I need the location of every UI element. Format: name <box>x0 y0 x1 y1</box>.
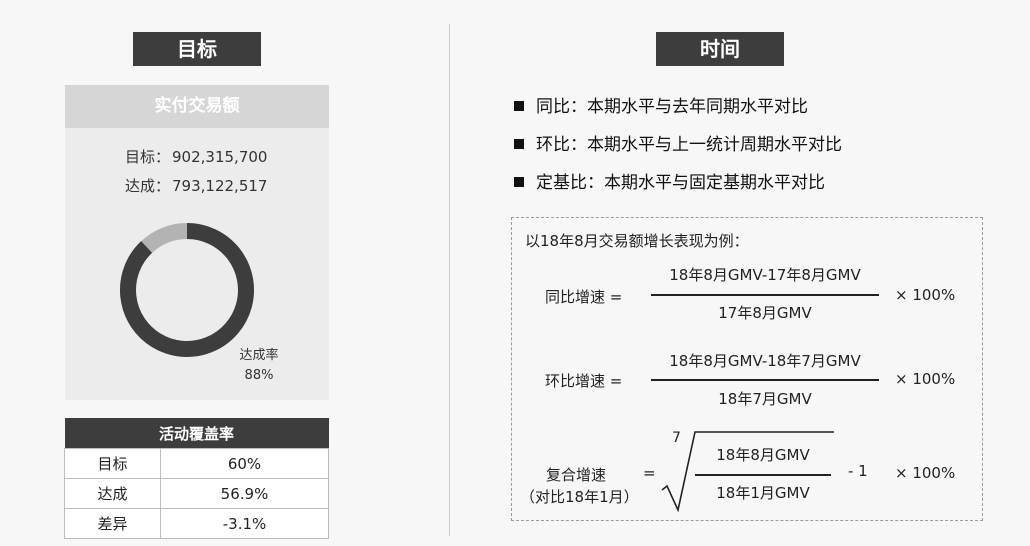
achievement-donut <box>120 223 254 357</box>
rate-label: 达成率 <box>239 348 279 363</box>
coverage-key: 差异 <box>64 508 161 539</box>
mom-fraction-bar <box>651 379 879 381</box>
definition-text: 同比：本期水平与去年同期水平对比 <box>536 97 808 117</box>
formula-example-box: 以18年8月交易额增长表现为例： 同比增速 = 18年8月GMV-17年8月GM… <box>511 217 983 521</box>
definition-text: 定基比：本期水平与固定基期水平对比 <box>536 173 825 193</box>
example-intro: 以18年8月交易额增长表现为例： <box>525 232 749 250</box>
target-label: 目标： <box>125 148 171 166</box>
cagr-multiplier: × 100% <box>895 464 956 482</box>
table-row: 目标 60% <box>64 448 329 479</box>
cagr-numerator: 18年8月GMV <box>716 446 810 464</box>
donut-achieved-arc <box>120 223 254 357</box>
yoy-multiplier: × 100% <box>895 286 956 304</box>
achieved-value: 793,122,517 <box>172 177 268 195</box>
coverage-value: 60% <box>160 448 329 479</box>
bullet-square-icon <box>514 101 524 111</box>
list-item: 环比：本期水平与上一统计周期水平对比 <box>514 126 842 164</box>
bullet-square-icon <box>514 139 524 149</box>
definition-text: 环比：本期水平与上一统计周期水平对比 <box>536 135 842 155</box>
achieved-stat: 达成： 793,122,517 <box>125 175 267 196</box>
table-row: 达成 56.9% <box>64 478 329 509</box>
coverage-value: -3.1% <box>160 508 329 539</box>
definition-list: 同比：本期水平与去年同期水平对比 环比：本期水平与上一统计周期水平对比 定基比：… <box>514 88 842 202</box>
table-row: 差异 -3.1% <box>64 508 329 539</box>
mom-multiplier: × 100% <box>895 370 956 388</box>
root-index: 7 <box>672 430 681 446</box>
gmv-panel: 实付交易额 目标： 902,315,700 达成： 793,122,517 达成率 … <box>65 85 329 400</box>
coverage-key: 目标 <box>64 448 161 479</box>
gmv-panel-title: 实付交易额 <box>65 85 329 128</box>
cagr-minus-one: - 1 <box>848 462 868 480</box>
list-item: 定基比：本期水平与固定基期水平对比 <box>514 164 842 202</box>
coverage-value: 56.9% <box>160 478 329 509</box>
mom-denominator: 18年7月GMV <box>718 390 812 408</box>
target-stat: 目标： 902,315,700 <box>125 146 267 167</box>
coverage-title: 活动覆盖率 <box>64 418 329 449</box>
left-section-title: 目标 <box>133 32 261 66</box>
cagr-label: 复合增速 <box>546 466 607 484</box>
achieved-label: 达成： <box>125 177 171 195</box>
cagr-fraction-bar <box>695 474 831 476</box>
yoy-denominator: 17年8月GMV <box>718 304 812 322</box>
list-item: 同比：本期水平与去年同期水平对比 <box>514 88 842 126</box>
yoy-label: 同比增速 = <box>545 288 623 306</box>
coverage-table: 活动覆盖率 目标 60% 达成 56.9% 差异 -3.1% <box>64 418 329 539</box>
bullet-square-icon <box>514 177 524 187</box>
cagr-denominator: 18年1月GMV <box>716 484 810 502</box>
cagr-equals: = <box>643 464 656 482</box>
section-divider <box>449 24 450 536</box>
coverage-key: 达成 <box>64 478 161 509</box>
right-section-title: 时间 <box>656 32 784 66</box>
mom-label: 环比增速 = <box>545 372 623 390</box>
radical-sign-icon <box>661 431 834 512</box>
rate-value: 88% <box>244 368 274 383</box>
cagr-sublabel: （对比18年1月） <box>520 488 639 506</box>
yoy-fraction-bar <box>651 294 879 296</box>
yoy-numerator: 18年8月GMV-17年8月GMV <box>669 266 861 284</box>
target-value: 902,315,700 <box>172 148 268 166</box>
mom-numerator: 18年8月GMV-18年7月GMV <box>669 352 861 370</box>
